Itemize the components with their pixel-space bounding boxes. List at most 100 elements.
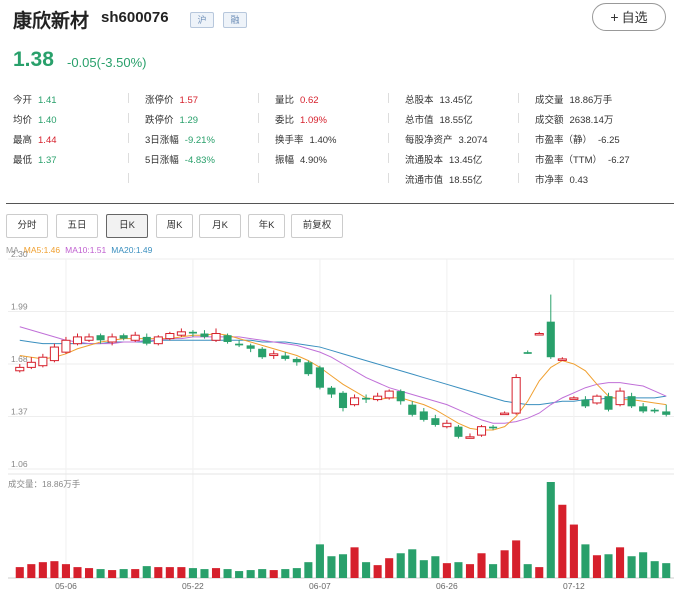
margin-badge: 融 bbox=[223, 12, 247, 28]
candle-body bbox=[176, 331, 186, 336]
ma5-line bbox=[19, 333, 667, 431]
ma-legend-item: MA5:1.46 bbox=[23, 245, 61, 255]
tab-2[interactable]: 五日 bbox=[56, 214, 98, 238]
candle-body bbox=[269, 353, 279, 357]
volume-bar bbox=[338, 554, 348, 578]
candle-body bbox=[188, 331, 197, 334]
y-tick-label: 1.37 bbox=[11, 407, 28, 417]
quote-field-value: -9.21% bbox=[184, 135, 215, 146]
volume-label: 成交量：18.86万手 bbox=[8, 479, 81, 489]
volume-bar bbox=[235, 571, 244, 578]
quote-field-label: 流通市值 bbox=[405, 175, 444, 186]
volume-bar bbox=[292, 568, 301, 578]
tab-4[interactable]: 周K bbox=[156, 214, 193, 238]
candle-body bbox=[511, 377, 521, 414]
volume-bar bbox=[223, 569, 232, 578]
volume-bar bbox=[616, 547, 625, 578]
divider bbox=[6, 203, 674, 204]
candle-body bbox=[627, 396, 636, 407]
quote-field-value: 18.55亿 bbox=[439, 115, 473, 126]
candle-body bbox=[84, 336, 94, 341]
quote-field-label: 市盈率（TTM） bbox=[535, 155, 603, 166]
quote-field: 市盈率（TTM） -6.27 bbox=[535, 152, 630, 166]
volume-bar bbox=[396, 553, 405, 578]
column-separator bbox=[518, 113, 519, 123]
tab-6[interactable]: 年K bbox=[248, 214, 285, 238]
candle-body bbox=[489, 426, 498, 429]
candle-body bbox=[165, 333, 175, 340]
column-separator bbox=[258, 113, 259, 123]
volume-bar bbox=[442, 563, 451, 578]
tab-7[interactable]: 前复权 bbox=[291, 214, 343, 238]
tab-1[interactable]: 分时 bbox=[6, 214, 48, 238]
candle-body bbox=[235, 343, 244, 346]
volume-bar bbox=[500, 550, 509, 578]
candle-body bbox=[615, 390, 625, 406]
quote-field-value: 2638.14万 bbox=[569, 115, 614, 126]
quote-field-value: -6.25 bbox=[598, 135, 620, 146]
candle-body bbox=[246, 345, 255, 349]
volume-bar bbox=[662, 563, 671, 578]
y-tick-label: 1.99 bbox=[11, 302, 28, 312]
quote-field-value: 0.43 bbox=[569, 175, 589, 186]
volume-bar bbox=[465, 564, 475, 578]
candle-body bbox=[49, 346, 59, 362]
quote-field: 市盈率（静） -6.25 bbox=[535, 132, 620, 146]
column-separator bbox=[518, 133, 519, 143]
quote-field-label: 3日涨幅 bbox=[145, 135, 179, 146]
quote-field-value: 1.40% bbox=[309, 135, 337, 146]
candle-body bbox=[396, 391, 405, 402]
candle-body bbox=[292, 358, 301, 363]
quote-field: 3日涨幅 -9.21% bbox=[145, 132, 215, 146]
quote-field-value: 1.41 bbox=[38, 95, 57, 106]
quote-field-value: 1.57 bbox=[179, 95, 199, 106]
candle-body bbox=[408, 404, 417, 415]
quote-field-value: 3.2074 bbox=[458, 135, 488, 146]
volume-bar bbox=[154, 567, 163, 578]
quote-field-label: 跌停价 bbox=[145, 115, 174, 126]
volume-bar bbox=[73, 567, 82, 578]
volume-bar bbox=[246, 570, 255, 578]
volume-bar bbox=[304, 562, 313, 578]
volume-bar bbox=[650, 561, 659, 578]
candle-body bbox=[258, 348, 267, 358]
volume-bar bbox=[84, 568, 94, 578]
volume-bar bbox=[15, 567, 24, 578]
volume-bar bbox=[350, 547, 359, 578]
quote-field-label: 市盈率（静） bbox=[535, 135, 593, 146]
candle-body bbox=[523, 352, 532, 354]
quote-field: 每股净资产 3.2074 bbox=[405, 132, 488, 146]
candle-body bbox=[281, 355, 290, 359]
quote-field-label: 总股本 bbox=[405, 95, 434, 106]
quote-field-value: 0.62 bbox=[300, 95, 319, 106]
column-separator bbox=[518, 153, 519, 163]
volume-bar bbox=[408, 549, 417, 578]
volume-bar bbox=[27, 564, 36, 578]
volume-bar bbox=[558, 504, 567, 578]
candle-body bbox=[454, 426, 463, 437]
volume-bar bbox=[581, 544, 590, 578]
quote-field: 最高 1.44 bbox=[13, 132, 57, 146]
volume-bar bbox=[546, 482, 555, 578]
tab-5[interactable]: 月K bbox=[199, 214, 241, 238]
candle-body bbox=[569, 397, 579, 400]
tab-3[interactable]: 日K bbox=[106, 214, 148, 238]
quote-field: 总股本 13.45亿 bbox=[405, 92, 473, 106]
quote-field: 5日涨幅 -4.83% bbox=[145, 152, 215, 166]
quote-field-value: 1.09% bbox=[300, 115, 327, 126]
volume-bar bbox=[489, 564, 498, 578]
quote-field-value: 1.29 bbox=[179, 115, 199, 126]
volume-bar bbox=[385, 558, 394, 578]
volume-bar bbox=[108, 570, 117, 578]
quote-details: 今开 1.41 涨停价 1.57 量比 0.62 总股本 13.45亿 成交量 18.86万手 均价… bbox=[0, 86, 682, 186]
candle-body bbox=[362, 397, 371, 400]
x-tick-label: 06-26 bbox=[436, 581, 458, 591]
quote-field: 成交量 18.86万手 bbox=[535, 92, 612, 106]
add-watchlist-button[interactable]: + 自选 bbox=[592, 3, 666, 31]
quote-field: 今开 1.41 bbox=[13, 92, 57, 106]
quote-field-value: -4.83% bbox=[184, 155, 215, 166]
volume-bar bbox=[639, 552, 648, 578]
candle-body bbox=[592, 395, 602, 404]
quote-field: 跌停价 1.29 bbox=[145, 112, 198, 126]
